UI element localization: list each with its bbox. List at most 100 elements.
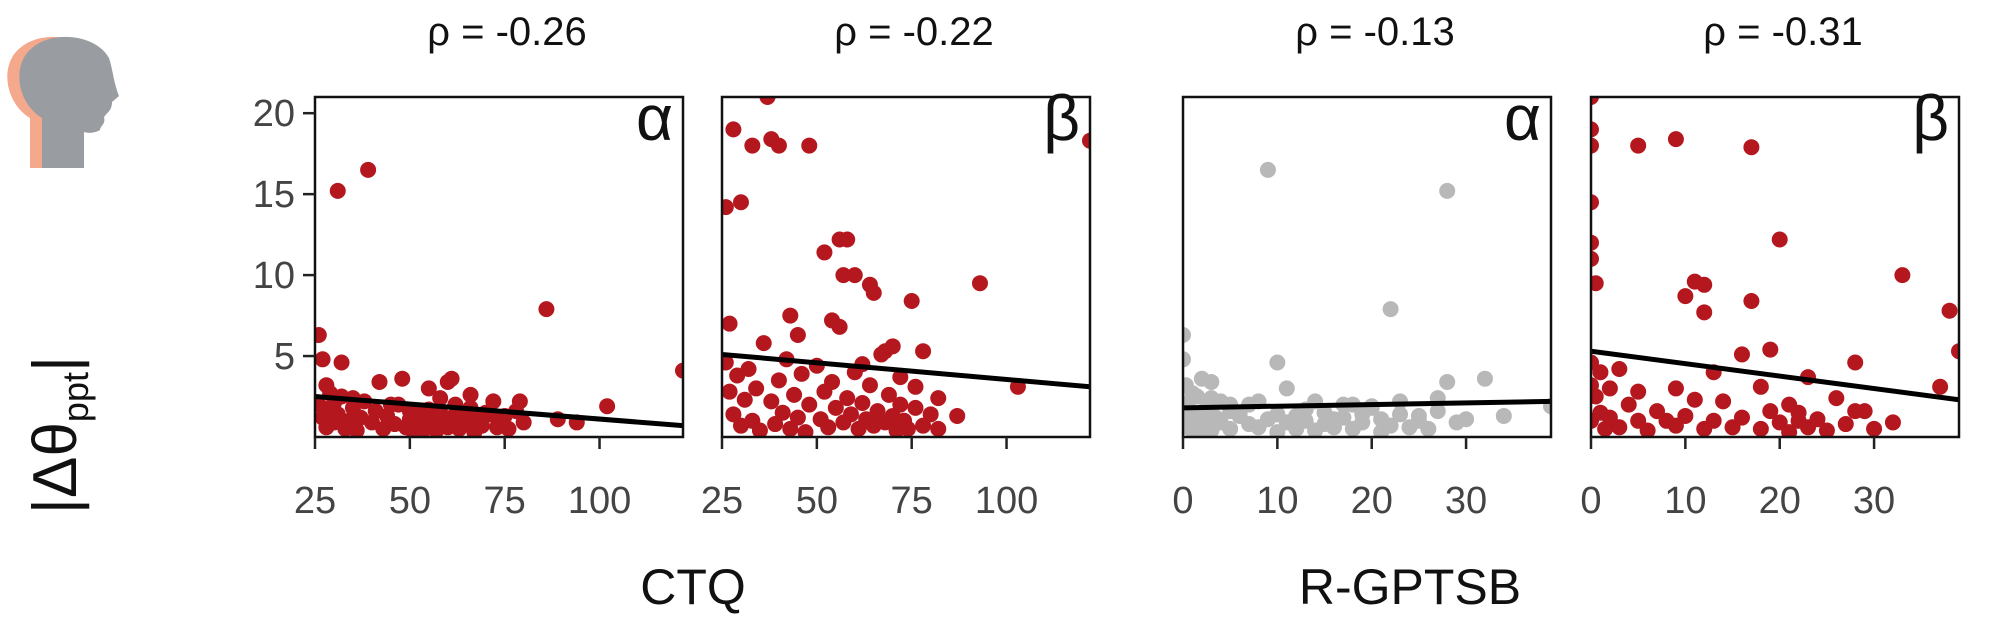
data-point — [789, 327, 806, 343]
data-point — [1884, 414, 1901, 431]
data-point — [865, 284, 882, 301]
y-axis-label-main: |Δθ — [21, 422, 90, 514]
data-point — [432, 390, 449, 407]
data-point — [1601, 380, 1618, 397]
data-point — [1591, 234, 1599, 251]
data-point — [880, 386, 897, 403]
x-tick-label: 30 — [1445, 480, 1487, 522]
x-tick-label: 10 — [1256, 480, 1298, 522]
data-point — [831, 318, 848, 335]
data-point — [722, 383, 738, 400]
data-point — [782, 420, 799, 437]
data-point — [1752, 420, 1769, 437]
head-front-shape — [19, 36, 120, 168]
data-point — [500, 420, 517, 437]
data-point — [767, 416, 784, 433]
regression-line — [315, 394, 683, 429]
x-tick-label: 75 — [891, 480, 933, 522]
data-point — [740, 361, 757, 377]
data-point — [1932, 378, 1949, 395]
regression-line — [1591, 348, 1959, 403]
data-point — [538, 301, 555, 318]
data-point — [725, 121, 742, 138]
y-axis-label-close: | — [21, 356, 90, 372]
data-point — [348, 422, 365, 437]
data-point — [922, 406, 939, 423]
data-point — [1951, 343, 1959, 360]
x-tick-label: 25 — [701, 480, 743, 522]
data-point — [1809, 411, 1826, 428]
data-point — [930, 390, 947, 407]
y-axis-label-sub: ppt — [55, 372, 96, 422]
x-tick-label: 75 — [484, 480, 526, 522]
data-point — [473, 417, 490, 434]
data-point — [1847, 403, 1864, 420]
x-tick-label: 25 — [294, 480, 336, 522]
data-point — [1316, 404, 1333, 421]
data-point — [1382, 417, 1399, 434]
data-point — [1696, 276, 1713, 293]
data-point — [1611, 419, 1628, 436]
data-point — [759, 97, 776, 105]
data-point — [1592, 364, 1609, 381]
data-point — [371, 373, 388, 390]
data-point — [835, 267, 852, 284]
band-symbol: α — [636, 82, 673, 154]
plot-area — [1591, 97, 1959, 437]
data-point — [1183, 351, 1191, 368]
data-point — [1183, 327, 1191, 343]
x-tick-label: 0 — [1580, 480, 1601, 522]
data-point — [1743, 293, 1760, 309]
regression-line — [722, 351, 1090, 390]
data-point — [770, 372, 787, 389]
data-point — [1667, 131, 1684, 148]
correlation-title: ρ = -0.26 — [427, 10, 587, 54]
data-point — [1696, 304, 1713, 321]
data-point — [1771, 231, 1788, 248]
data-point — [1591, 97, 1599, 105]
data-point — [1630, 137, 1647, 154]
data-point — [394, 370, 411, 387]
data-point — [846, 267, 863, 284]
data-point — [1630, 383, 1647, 400]
data-point — [1082, 132, 1090, 149]
correlation-title: ρ = -0.13 — [1295, 10, 1455, 54]
y-tick-label: 15 — [253, 174, 295, 216]
data-point — [949, 407, 966, 424]
data-point — [793, 365, 810, 382]
data-point — [1611, 361, 1628, 377]
data-point — [1591, 121, 1599, 138]
x-tick-label: 10 — [1664, 480, 1706, 522]
panel-frame — [1589, 95, 1961, 439]
data-point — [907, 378, 924, 395]
data-point — [820, 419, 837, 436]
data-point — [873, 346, 890, 363]
data-point — [789, 409, 806, 426]
data-point — [1392, 406, 1409, 423]
data-point — [1828, 390, 1845, 407]
data-point — [1591, 388, 1604, 405]
data-point — [1382, 301, 1399, 318]
data-point — [1818, 422, 1835, 437]
data-point — [1429, 403, 1446, 420]
data-point — [1278, 380, 1295, 397]
data-point — [485, 393, 502, 410]
data-point — [1733, 409, 1750, 426]
data-point — [1591, 275, 1604, 292]
data-point — [1847, 354, 1864, 371]
data-point — [1866, 420, 1883, 437]
data-point — [903, 293, 920, 309]
scatter-panel-3: ρ = -0.13 α 0 10 20 30 — [1172, 10, 1553, 522]
data-point — [915, 417, 932, 434]
data-point — [1894, 267, 1911, 284]
x-tick-label: 50 — [389, 480, 431, 522]
x-tick-label: 100 — [975, 480, 1038, 522]
band-symbol: α — [1504, 82, 1541, 154]
data-point — [782, 307, 799, 324]
data-point — [1354, 414, 1371, 431]
data-point — [1203, 373, 1220, 390]
data-point — [899, 420, 916, 437]
data-point — [816, 244, 833, 261]
data-point — [1677, 288, 1694, 305]
data-point — [1335, 409, 1352, 426]
